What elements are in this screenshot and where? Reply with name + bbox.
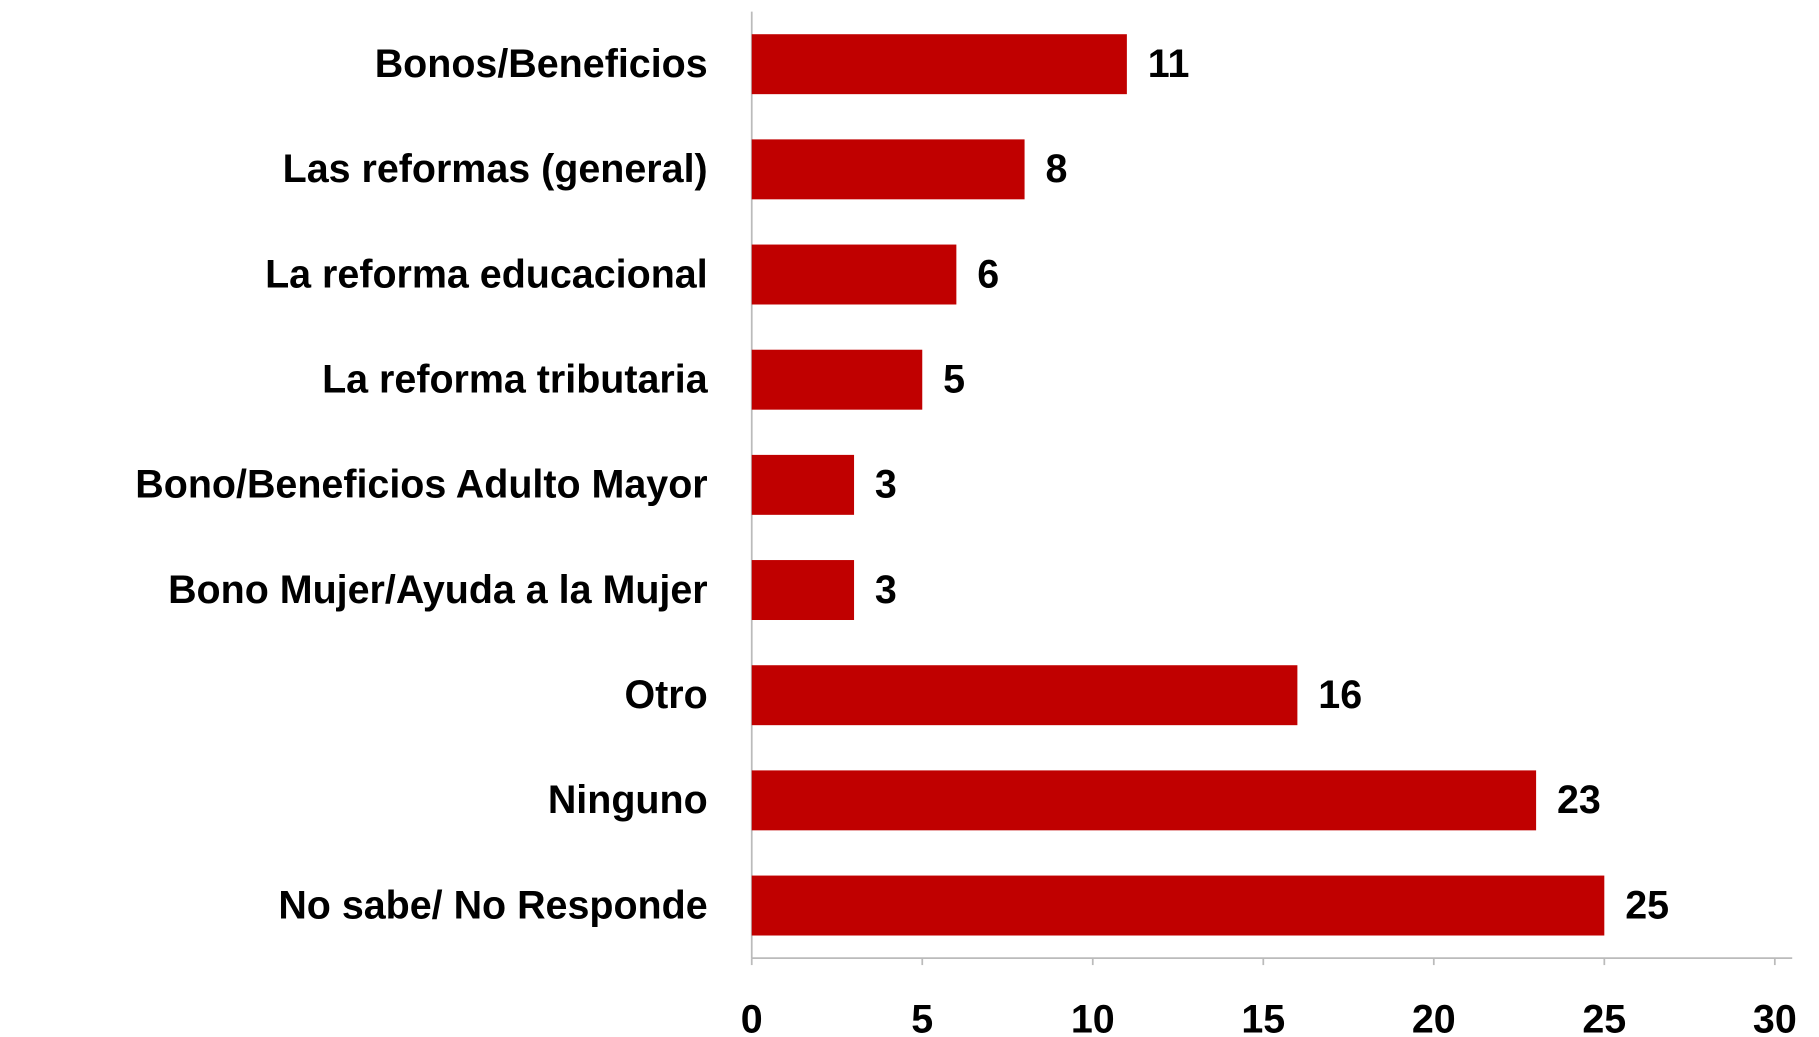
value-label: 3 (875, 568, 897, 612)
y-tick-label: Bono/Beneficios Adulto Mayor (135, 463, 707, 507)
bar (751, 139, 1025, 200)
bar (751, 349, 923, 410)
bar (751, 244, 957, 305)
y-tick-label: No sabe/ No Responde (278, 883, 707, 927)
bar (751, 665, 1298, 726)
x-tick-label: 20 (1412, 997, 1456, 1037)
x-tick-label: 25 (1582, 997, 1626, 1037)
x-tick-label: 10 (1071, 997, 1115, 1037)
value-label: 16 (1318, 673, 1362, 717)
value-label: 8 (1045, 147, 1067, 191)
x-tick-label: 15 (1241, 997, 1285, 1037)
value-label: 25 (1625, 883, 1669, 927)
y-tick-label: La reforma educacional (265, 252, 708, 296)
x-tick-label: 30 (1753, 997, 1797, 1037)
value-label: 11 (1148, 42, 1190, 86)
bar (751, 560, 855, 621)
y-tick-label: Las reformas (general) (283, 147, 708, 191)
bar (751, 34, 1127, 95)
value-label: 3 (875, 463, 897, 507)
bar (751, 454, 855, 515)
bar (751, 770, 1537, 831)
bar (751, 875, 1605, 936)
value-label: 23 (1557, 778, 1601, 822)
y-tick-label: Otro (624, 673, 707, 717)
x-tick-label: 0 (741, 997, 763, 1037)
y-tick-label: Bonos/Beneficios (375, 42, 708, 86)
value-label: 6 (977, 252, 999, 296)
y-tick-label: La reforma tributaria (322, 357, 709, 401)
x-tick-label: 5 (911, 997, 933, 1037)
value-label: 5 (943, 357, 965, 401)
y-tick-label: Ninguno (548, 778, 708, 822)
y-tick-label: Bono Mujer/Ayuda a la Mujer (168, 568, 708, 612)
